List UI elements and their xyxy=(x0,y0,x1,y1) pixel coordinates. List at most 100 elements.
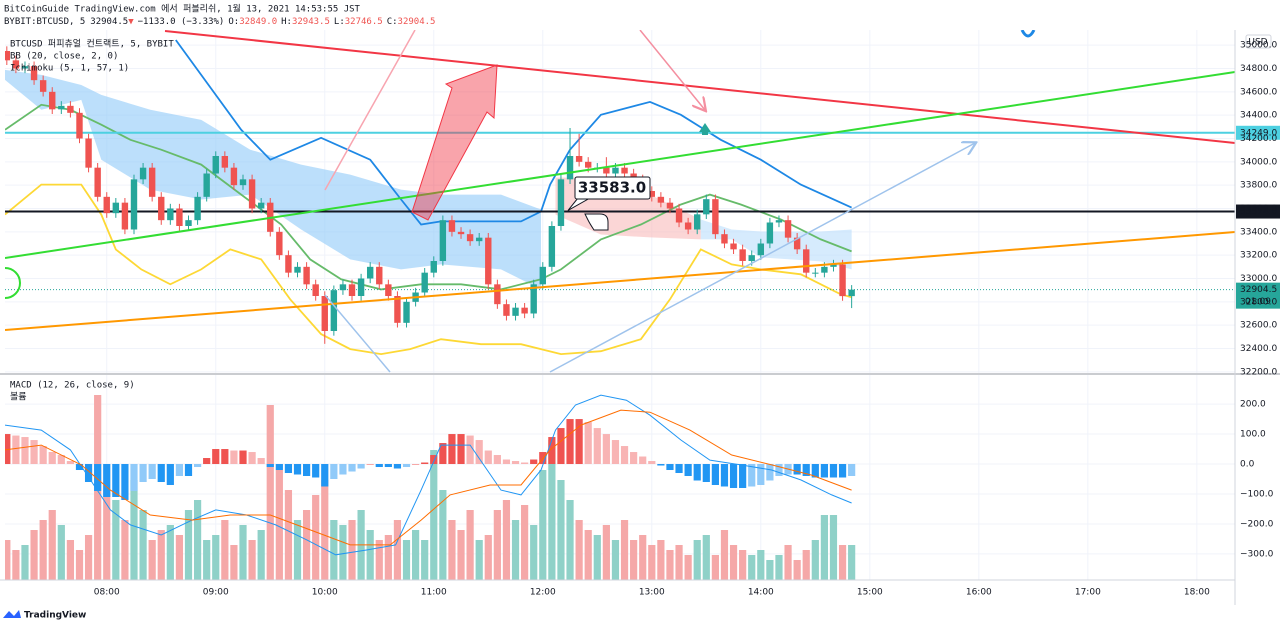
candle-body xyxy=(775,220,783,223)
candle-body xyxy=(230,167,238,186)
last-price-label: 32904.5 xyxy=(1240,285,1277,295)
legend-text: 볼륨 xyxy=(10,392,27,403)
last-price-box xyxy=(1236,282,1280,309)
y-tick-label: 33800.0 xyxy=(1240,181,1277,191)
macd-histogram-bar xyxy=(21,437,29,465)
macd-histogram-bar xyxy=(639,456,647,465)
macd-histogram-bar xyxy=(648,461,656,465)
candle-body xyxy=(821,266,828,273)
y-tick-label: 32600.0 xyxy=(1240,321,1277,331)
volume-bar xyxy=(593,535,601,580)
macd-histogram-bar xyxy=(330,464,338,479)
line-pink xyxy=(324,30,416,191)
candle-body xyxy=(712,199,719,235)
macd-histogram-bar xyxy=(339,464,347,475)
macd-histogram-bar xyxy=(94,464,102,491)
volume-bar xyxy=(848,545,856,580)
candle-body xyxy=(330,290,338,331)
macd-histogram-bar xyxy=(366,464,374,465)
macd-histogram-bar xyxy=(12,435,20,465)
macd-histogram-bar xyxy=(802,464,810,477)
volume-bar xyxy=(412,530,420,580)
candle-body xyxy=(793,237,801,250)
candle-body xyxy=(512,307,519,316)
ohlc-value: 32746.5 xyxy=(345,17,383,27)
volume-bar xyxy=(348,520,356,580)
volume-bar xyxy=(666,550,674,580)
y-tick-label: 33000.0 xyxy=(1240,274,1277,284)
candle-body xyxy=(466,234,474,242)
macd-histogram-bar xyxy=(666,464,674,471)
macd-histogram-bar xyxy=(711,464,719,485)
volume-bar xyxy=(84,535,93,580)
volume-bar xyxy=(66,540,75,580)
macd-histogram-bar xyxy=(412,464,420,465)
candle-body xyxy=(448,220,456,232)
macd-histogram-bar xyxy=(293,464,302,475)
macd-histogram-bar xyxy=(630,452,638,465)
macd-histogram-bar xyxy=(684,464,692,477)
volume-bar xyxy=(184,510,193,580)
y-tick-label: 32400.0 xyxy=(1240,344,1277,354)
volume-bar xyxy=(729,545,738,580)
trend-line-green xyxy=(5,71,1235,259)
volume-bar xyxy=(548,440,556,580)
macd-histogram-bar xyxy=(112,464,120,497)
volume-bar xyxy=(793,560,801,580)
y-tick-label: −200.0 xyxy=(1240,519,1274,529)
candle-body xyxy=(285,255,292,273)
candle-body xyxy=(703,199,710,215)
y-tick-label: 100.0 xyxy=(1240,430,1266,440)
macd-histogram-bar xyxy=(275,464,283,471)
candle-body xyxy=(766,222,774,244)
volume-bar xyxy=(330,520,338,580)
macd-histogram-bar xyxy=(157,464,165,482)
currency-box[interactable] xyxy=(1245,34,1272,49)
last-price: 32904.5 xyxy=(90,17,128,27)
candle-body xyxy=(657,196,665,203)
symbol-line: BYBIT:BTCUSD, 5 32904.5▼ −1133.0 (−3.33%) O… xyxy=(4,17,435,27)
candle-body xyxy=(257,202,265,209)
volume-bar xyxy=(112,500,120,580)
macd-histogram-bar xyxy=(748,464,756,487)
y-tick-label: 33400.0 xyxy=(1240,227,1277,237)
candle-body xyxy=(212,156,219,174)
candle-body xyxy=(830,264,837,267)
macd-histogram-bar xyxy=(566,419,574,465)
macd-histogram-bar xyxy=(30,440,38,465)
candle-body xyxy=(294,266,301,273)
macd-histogram-bar xyxy=(521,462,529,465)
macd-histogram-bar xyxy=(820,464,828,478)
candle-body xyxy=(530,284,537,314)
macd-histogram-bar xyxy=(402,464,411,468)
candle-body xyxy=(485,237,492,285)
candle-body xyxy=(539,266,546,285)
macd-histogram-bar xyxy=(739,464,747,488)
volume-bar xyxy=(720,530,729,580)
candle-body xyxy=(76,112,83,139)
candle-body xyxy=(303,266,310,285)
macd-histogram-bar xyxy=(593,428,601,465)
symbol: BYBIT:BTCUSD, 5 xyxy=(4,17,85,27)
volume-bar xyxy=(521,505,529,580)
volume-bar xyxy=(775,555,783,580)
legend-text: BB (20, close, 2, 0) xyxy=(10,52,118,62)
macd-histogram-bar xyxy=(448,434,456,465)
candle-body xyxy=(5,51,11,61)
price-label: 34249.0 xyxy=(1240,128,1277,138)
macd-histogram-bar xyxy=(302,464,311,477)
macd-histogram-bar xyxy=(39,446,47,465)
candle-body xyxy=(239,179,247,186)
macd-histogram-bar xyxy=(75,464,84,471)
y-tick-label: 200.0 xyxy=(1240,400,1266,410)
y-tick-label: −100.0 xyxy=(1240,489,1274,499)
candle-body xyxy=(385,284,392,296)
volume-bar xyxy=(284,490,293,580)
macd-histogram-bar xyxy=(702,464,710,482)
macd-pane xyxy=(5,394,856,580)
volume-bar xyxy=(620,520,629,580)
label-layer: BitCoinGuide TradingView.com 에서 퍼블리쉬, 1월… xyxy=(3,3,1277,621)
candle-body xyxy=(848,289,855,297)
candle-body xyxy=(203,173,210,197)
